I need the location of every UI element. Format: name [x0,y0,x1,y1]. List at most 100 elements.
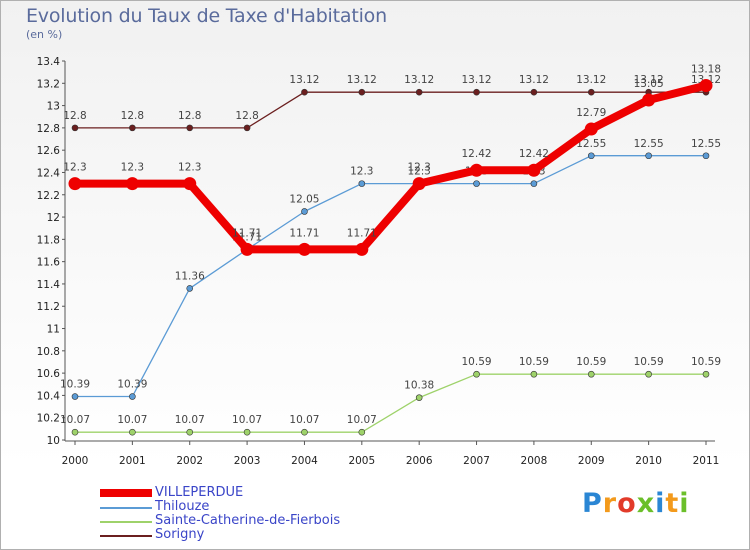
data-point-thilouze [186,285,194,292]
y-tick-label: 11 [47,324,60,336]
data-label-sainte-catherine-de-fierbois: 10.07 [289,414,319,426]
data-label-thilouze: 11.36 [175,270,205,282]
data-point-thilouze [473,180,480,187]
series-line-thilouze [74,155,707,398]
y-tick-label: 12.4 [37,167,61,179]
series-line-sainte-catherine-de-fierbois [74,373,707,433]
data-point-sorigny [530,88,538,96]
y-tick-label: 13 [47,101,60,113]
legend-label-villeperdue: VILLEPERDUE [155,485,244,500]
logo-letter: r [602,488,618,519]
y-tick-label: 12.8 [37,123,60,135]
data-label-sorigny: 13.12 [347,74,377,86]
legend-label-thilouze: Thilouze [155,499,210,514]
data-label-sainte-catherine-de-fierbois: 10.59 [462,356,492,368]
data-point-sainte-catherine-de-fierbois [129,428,136,436]
data-label-sainte-catherine-de-fierbois: 10.07 [117,414,147,426]
y-tick-label: 11.6 [37,257,61,269]
data-label-sorigny: 12.8 [235,110,258,122]
legend-label-sorigny: Sorigny [155,527,205,542]
data-label-thilouze: 12.55 [576,138,606,150]
data-point-sorigny [358,88,366,96]
proxiti-logo: Proxiti [582,488,690,519]
data-point-sainte-catherine-de-fierbois [358,428,366,436]
y-tick-label: 11.2 [37,301,60,313]
data-label-sainte-catherine-de-fierbois: 10.07 [60,414,90,426]
data-point-sainte-catherine-de-fierbois [186,428,194,436]
x-tick-label: 2003 [234,455,261,467]
data-point-villeperdue [297,242,311,256]
x-tick-label: 2001 [119,455,146,467]
y-tick-label: 13.2 [37,78,60,90]
logo-letter: i [655,488,666,519]
x-tick-label: 2011 [693,455,720,467]
data-point-sorigny [186,124,194,132]
data-label-sainte-catherine-de-fierbois: 10.07 [175,414,205,426]
data-point-villeperdue [183,177,197,191]
data-point-sainte-catherine-de-fierbois [473,370,480,378]
data-point-sainte-catherine-de-fierbois [645,370,652,378]
data-point-villeperdue [527,163,541,177]
data-label-thilouze: 10.39 [117,379,147,391]
x-tick-label: 2005 [348,455,375,467]
data-label-villeperdue: 12.3 [63,162,86,174]
legend-swatch-thilouze [100,507,152,509]
x-tick-label: 2008 [521,455,548,467]
data-point-thilouze [129,393,136,400]
legend-swatch-sorigny [100,535,152,537]
y-tick-label: 10.6 [37,368,61,380]
data-label-villeperdue: 12.79 [576,107,606,119]
legend-swatch-villeperdue [100,489,152,497]
y-tick-label: 10.8 [37,346,60,358]
data-label-sainte-catherine-de-fierbois: 10.59 [634,356,664,368]
logo-letter: x [636,488,656,519]
data-label-villeperdue: 12.3 [407,162,430,174]
legend-swatch-sainte-catherine [100,521,152,523]
data-point-thilouze [301,208,308,215]
data-point-sainte-catherine-de-fierbois [301,428,308,436]
data-label-sainte-catherine-de-fierbois: 10.07 [232,414,262,426]
series-line-sorigny [74,91,707,129]
data-label-sorigny: 13.12 [404,74,434,86]
data-label-sorigny: 12.8 [178,110,201,122]
data-label-sorigny: 13.12 [462,74,492,86]
data-point-villeperdue [412,177,426,191]
data-label-sorigny: 13.12 [634,74,664,86]
data-label-villeperdue: 12.3 [178,162,201,174]
legend-label-sainte-catherine: Sainte-Catherine-de-Fierbois [155,513,341,528]
y-tick-label: 11.4 [37,279,61,291]
data-point-villeperdue [240,242,254,256]
data-point-villeperdue [125,177,139,191]
unit-label: (en %) [26,28,63,41]
chart-title: Evolution du Taux de Taxe d'Habitation [26,5,387,27]
logo-letter: P [582,488,603,519]
data-label-thilouze: 12.55 [691,138,721,150]
data-point-villeperdue [470,163,484,177]
data-label-thilouze: 12.3 [350,166,373,178]
data-label-sainte-catherine-de-fierbois: 10.59 [576,356,606,368]
x-tick-label: 2007 [463,455,490,467]
data-point-sainte-catherine-de-fierbois [702,370,710,378]
data-label-sorigny: 13.12 [576,74,606,86]
data-point-thilouze [530,180,538,187]
data-label-sainte-catherine-de-fierbois: 10.38 [404,380,434,392]
data-point-sainte-catherine-de-fierbois [530,370,538,378]
y-tick-label: 13.4 [37,56,61,68]
data-label-sainte-catherine-de-fierbois: 10.59 [691,356,721,368]
data-point-sainte-catherine-de-fierbois [71,428,79,436]
data-point-thilouze [702,152,710,160]
data-label-villeperdue: 11.71 [232,227,262,239]
data-point-sorigny [71,124,79,132]
data-point-sorigny [587,88,595,96]
logo-letter: o [617,488,637,519]
data-point-sorigny [243,124,251,132]
y-tick-label: 12 [47,212,60,224]
y-tick-label: 11.8 [37,234,60,246]
data-point-sorigny [473,88,480,96]
x-tick-label: 2004 [291,455,318,467]
data-point-villeperdue [584,122,598,136]
data-point-thilouze [358,180,366,187]
data-point-thilouze [645,152,652,160]
x-tick-label: 2006 [406,455,433,467]
